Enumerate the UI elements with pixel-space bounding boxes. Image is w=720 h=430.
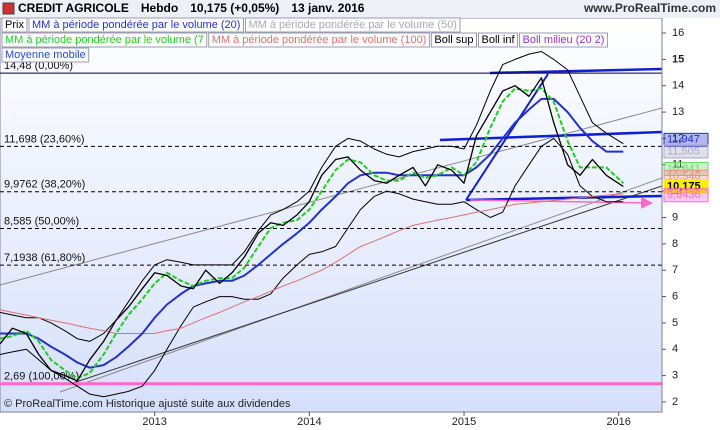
level-label: 7,1938 (61,80%): [4, 252, 85, 264]
y-tick-label: 2: [672, 396, 678, 408]
legend-label: Prix: [5, 19, 24, 31]
legend-box: [430, 32, 477, 48]
title: CREDIT AGRICOLE: [18, 1, 129, 15]
y-tick-label: 7: [672, 264, 678, 276]
y-tick-label: 11: [672, 159, 683, 171]
axes: 2345678910111213141516201320142015201611…: [142, 18, 709, 428]
y-tick-label: 5: [672, 317, 678, 329]
price-tag: [663, 144, 709, 159]
header-icon: [2, 2, 15, 15]
y-tick-label: 16: [672, 27, 684, 39]
legend-label: Boll inf: [482, 34, 516, 46]
price-tag-label: 11,947: [667, 134, 700, 146]
trend-line: [465, 194, 662, 202]
legend-label: MM à période pondérée par le volume (7: [5, 34, 204, 46]
legend-box: [1, 47, 90, 63]
legend-box: [1, 32, 208, 48]
trend-line: [465, 73, 549, 201]
price-tag-label: 11,505: [667, 145, 700, 157]
series-line: [0, 193, 624, 334]
x-tick-label: 2014: [297, 416, 321, 428]
y-tick-label: 15: [672, 53, 684, 65]
legend-label: Boll sup: [434, 34, 473, 46]
header-bar: [0, 0, 720, 18]
series-line: [0, 97, 624, 369]
channel-line: [69, 185, 662, 385]
trend-line: [489, 67, 662, 75]
y-tick-label: 4: [672, 343, 678, 355]
legend-label: Boll milieu (20 2): [523, 34, 605, 46]
level-label: 11,698 (23,60%): [4, 133, 85, 145]
legend: Prix MM à période pondérée par le volume …: [1, 17, 608, 63]
channel-line: [59, 177, 662, 393]
price-tag: [663, 179, 709, 194]
trend-lines: [0, 67, 662, 393]
price-tag: [663, 188, 709, 203]
legend-box: [478, 32, 519, 48]
legend-box: [28, 17, 244, 33]
legend-box: [519, 32, 608, 48]
channel-line: [0, 107, 662, 286]
source: www.ProRealTime.com: [583, 1, 716, 15]
plot-area: [0, 17, 663, 413]
date: 13 janv. 2016: [291, 1, 364, 15]
y-tick-label: 13: [672, 106, 684, 118]
level-label: 9,9762 (38,20%): [4, 179, 85, 191]
series: [0, 51, 624, 398]
y-tick-label: 6: [672, 290, 678, 302]
legend-box: [1, 17, 28, 33]
legend-label: MM à période pondérée par le volume (20): [32, 19, 241, 31]
y-tick-label: 12: [672, 132, 684, 144]
legend-box: [208, 32, 430, 48]
level-label: 8,585 (50,00%): [4, 215, 79, 227]
series-line: [0, 137, 624, 398]
x-tick-label: 2013: [142, 416, 166, 428]
price-tag-label: 10,841: [667, 163, 701, 175]
series-line: [0, 87, 624, 380]
legend-label: Moyenne mobile: [5, 49, 86, 61]
footnote: © ProRealTime.com Historique ajusté suit…: [4, 398, 291, 410]
period: Hebdo: [141, 1, 178, 15]
series-line: [0, 77, 624, 382]
arrow: [469, 196, 653, 209]
price-tag: [663, 161, 709, 176]
price-tag-label: 10,175: [667, 180, 701, 192]
series-line: [0, 51, 624, 342]
trend-line: [439, 130, 662, 142]
x-tick-label: 2016: [606, 416, 630, 428]
legend-label: MM à période pondérée par le volume (100…: [212, 34, 427, 46]
legend-box: [244, 17, 461, 33]
level-label: 14,48 (0,00%): [4, 60, 73, 72]
y-tick-label: 8: [672, 238, 678, 250]
legend-label: MM à période pondérée par le volume (50): [248, 19, 457, 31]
y-tick-label: 14: [672, 80, 684, 92]
price-tag-label: 9,8436: [667, 189, 701, 201]
x-tick-label: 2015: [452, 416, 476, 428]
last-price: 10,175 (+0,05%): [190, 1, 279, 15]
y-tick-label: 3: [672, 370, 678, 382]
y-tick-label: 9: [672, 211, 678, 223]
header: CREDIT AGRICOLE Hebdo 10,175 (+0,05%) 13…: [18, 1, 716, 15]
price-tag: [663, 132, 709, 147]
